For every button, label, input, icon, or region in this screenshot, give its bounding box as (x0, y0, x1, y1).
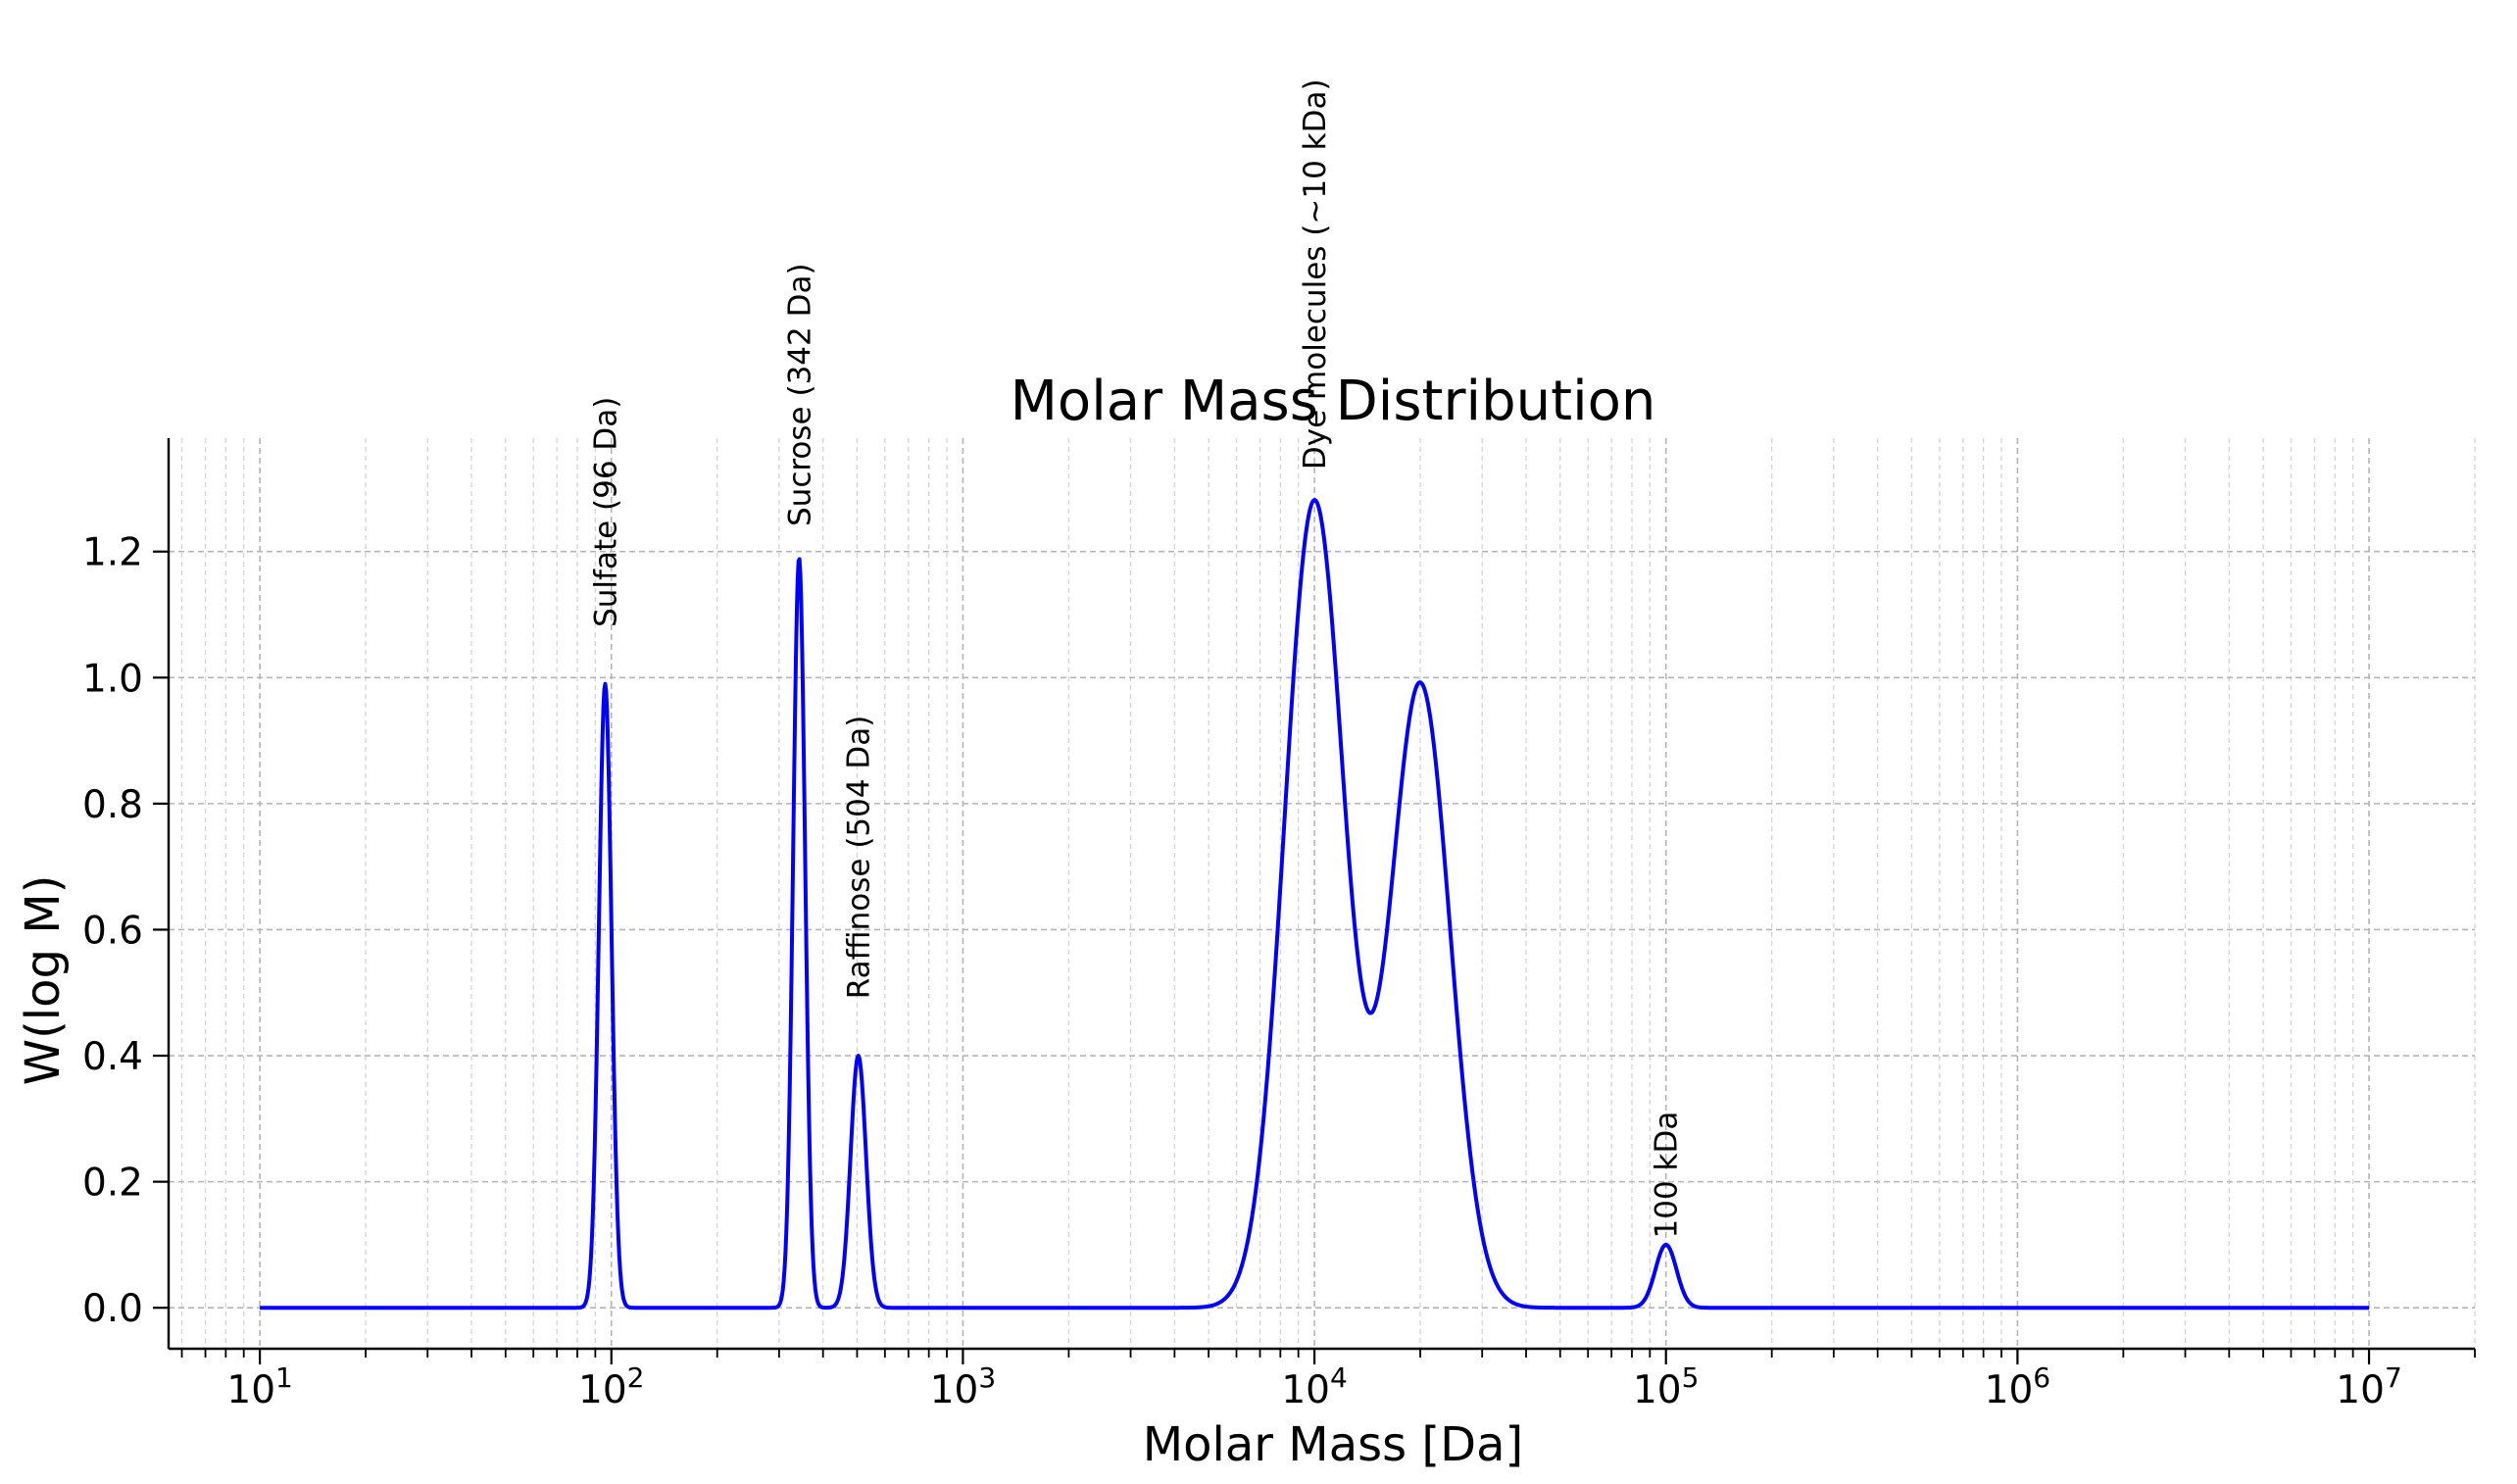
x-tick-label: 104 (1281, 1361, 1347, 1412)
chart-title: Molar Mass Distribution (1011, 370, 1656, 433)
grid-layer (169, 438, 2476, 1349)
x-tick-label: 106 (1985, 1361, 2050, 1412)
x-tick-label: 103 (930, 1361, 996, 1412)
x-axis-title: Molar Mass [Da] (1143, 1417, 1523, 1472)
y-tick-label: 0.8 (82, 783, 143, 827)
peak-annotation: Dye molecules (~10 kDa) (1298, 78, 1333, 470)
peak-annotation: Sulfate (96 Da) (588, 397, 623, 627)
annotation-layer: Sulfate (96 Da) Sucrose (342 Da) Raffinose… (588, 78, 1684, 1238)
y-tick-label: 1.0 (82, 657, 143, 701)
x-tick-label: 101 (226, 1361, 292, 1412)
y-tick-label: 0.6 (82, 909, 143, 953)
peak-annotation: 100 kDa (1650, 1112, 1685, 1239)
series-layer (259, 498, 2371, 1311)
peak-annotation: Raffinose (504 Da) (842, 716, 877, 1000)
x-tick-label: 107 (2336, 1361, 2401, 1412)
y-tick-label: 0.2 (82, 1162, 143, 1206)
y-tick-label: 1.2 (82, 531, 143, 575)
y-tick-label: 0.0 (82, 1287, 143, 1331)
y-axis-title: W(log M) (16, 875, 71, 1086)
series-line (259, 498, 2371, 1311)
x-tick-label: 102 (578, 1361, 644, 1412)
y-tick-label: 0.4 (82, 1035, 143, 1079)
peak-annotation: Sucrose (342 Da) (782, 263, 817, 526)
axes-layer: 101 102 103 104 105 106 107 0.0 0.2 0.4 0.6 0.8 1.0 1… (82, 438, 2476, 1412)
x-tick-label: 105 (1633, 1361, 1699, 1412)
